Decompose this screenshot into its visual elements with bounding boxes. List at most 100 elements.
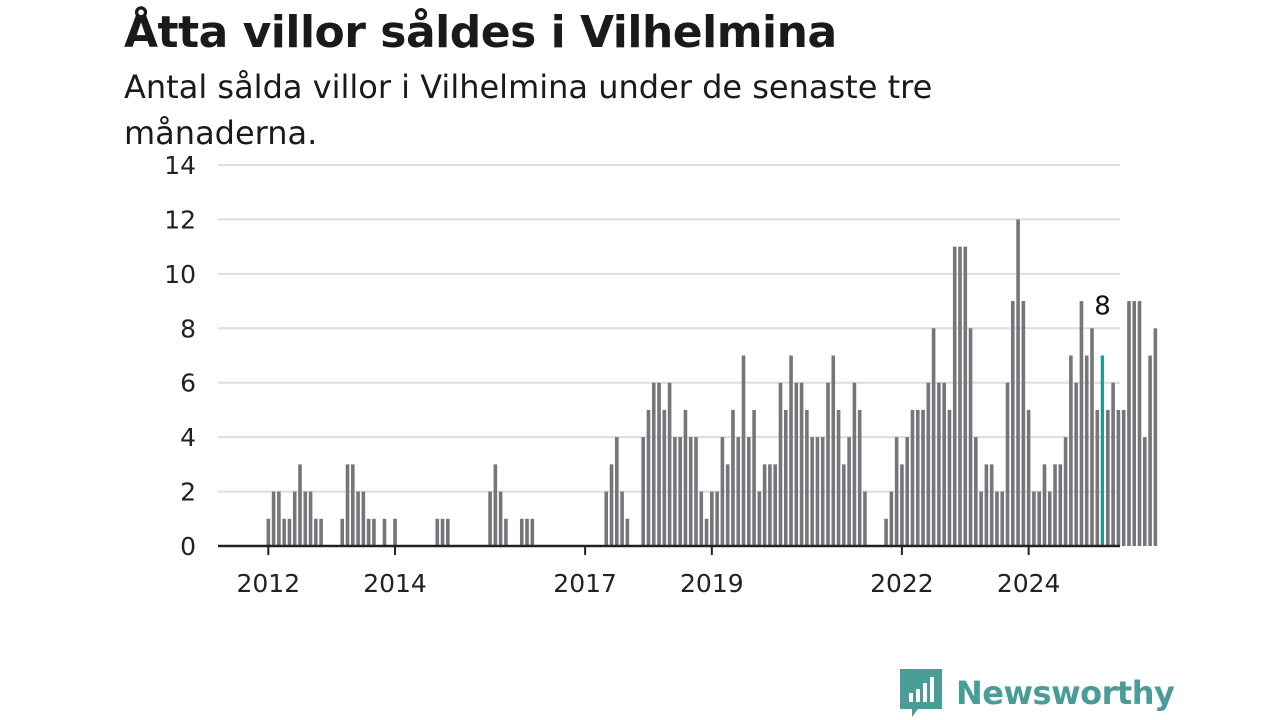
y-tick-label: 8 xyxy=(180,314,196,343)
bar xyxy=(963,246,968,546)
bar xyxy=(900,464,904,546)
bar xyxy=(1005,382,1010,546)
bar xyxy=(372,518,376,546)
bars xyxy=(266,219,1158,546)
bar xyxy=(826,382,830,546)
y-tick-label: 12 xyxy=(164,205,196,234)
y-axis-ticks: 0 2 4 6 8 10 12 14 xyxy=(164,151,196,561)
y-tick-label: 6 xyxy=(180,369,196,398)
bar xyxy=(842,464,846,546)
x-axis-ticks: 2012 2014 2017 2019 2022 2024 xyxy=(237,546,1060,598)
bar xyxy=(1121,409,1126,546)
bar xyxy=(651,382,656,546)
bar xyxy=(852,382,857,546)
y-tick-label: 2 xyxy=(180,478,196,507)
bar xyxy=(1132,301,1137,546)
bar xyxy=(1111,382,1115,546)
bar-chart-speech-bubble-icon xyxy=(900,669,942,717)
bar xyxy=(937,382,941,546)
bar xyxy=(968,328,973,546)
bar xyxy=(314,518,318,546)
bar xyxy=(498,491,503,546)
bar xyxy=(926,382,931,546)
bar xyxy=(303,491,308,546)
bar xyxy=(820,437,825,546)
bar xyxy=(710,491,714,546)
bar xyxy=(519,518,524,546)
bar xyxy=(863,491,867,546)
bar xyxy=(361,491,366,546)
bar xyxy=(1016,219,1020,546)
bar xyxy=(493,464,498,546)
bar xyxy=(1069,355,1073,546)
bar xyxy=(678,437,682,546)
bar xyxy=(952,246,957,546)
bar xyxy=(773,464,777,546)
bar xyxy=(351,464,355,546)
brand: Newsworthy xyxy=(900,668,1175,718)
bar xyxy=(1106,409,1110,546)
bar xyxy=(620,491,624,546)
bar xyxy=(1079,301,1084,546)
bar xyxy=(292,491,297,546)
bar xyxy=(915,409,920,546)
bar xyxy=(1137,301,1142,546)
bar xyxy=(794,382,799,546)
x-tick-label: 2012 xyxy=(237,569,301,598)
brand-name: Newsworthy xyxy=(956,674,1175,712)
bar xyxy=(641,437,645,546)
bar xyxy=(1053,464,1057,546)
bar xyxy=(1011,301,1015,546)
bar xyxy=(1143,437,1147,546)
bar xyxy=(741,355,746,546)
bar xyxy=(1084,355,1089,546)
bar xyxy=(435,518,440,546)
bar xyxy=(625,518,630,546)
x-tick-label: 2017 xyxy=(553,569,617,598)
bar xyxy=(942,382,946,546)
bar xyxy=(382,518,387,546)
bar xyxy=(615,437,619,546)
bar xyxy=(277,491,281,546)
bar xyxy=(857,409,862,546)
bar xyxy=(984,464,989,546)
bar xyxy=(1058,464,1063,546)
bar xyxy=(657,382,661,546)
bar xyxy=(704,518,709,546)
bar xyxy=(340,518,345,546)
x-tick-label: 2022 xyxy=(870,569,934,598)
bar xyxy=(810,437,814,546)
bar xyxy=(889,491,894,546)
bar xyxy=(995,491,999,546)
bar xyxy=(799,382,804,546)
bar xyxy=(1095,409,1100,546)
bar xyxy=(673,437,677,546)
bar xyxy=(847,437,851,546)
bar xyxy=(762,464,767,546)
bar xyxy=(393,518,397,546)
bar xyxy=(282,518,286,546)
bar xyxy=(789,355,793,546)
bar xyxy=(884,518,888,546)
bar xyxy=(768,464,772,546)
bar xyxy=(894,437,899,546)
bar xyxy=(488,491,492,546)
bar xyxy=(947,409,952,546)
bar xyxy=(720,437,725,546)
y-tick-label: 0 xyxy=(180,532,196,561)
bar xyxy=(446,518,450,546)
y-tick-label: 14 xyxy=(164,151,196,180)
bar xyxy=(805,409,809,546)
bar xyxy=(1032,491,1036,546)
y-tick-label: 4 xyxy=(180,423,196,452)
bar xyxy=(747,437,751,546)
bar xyxy=(699,491,704,546)
bar xyxy=(504,518,508,546)
bar xyxy=(1153,328,1158,546)
bar xyxy=(836,409,841,546)
bar xyxy=(1116,409,1121,546)
bar xyxy=(366,518,371,546)
data-labels: 8 xyxy=(1094,291,1111,321)
bar xyxy=(1037,491,1041,546)
